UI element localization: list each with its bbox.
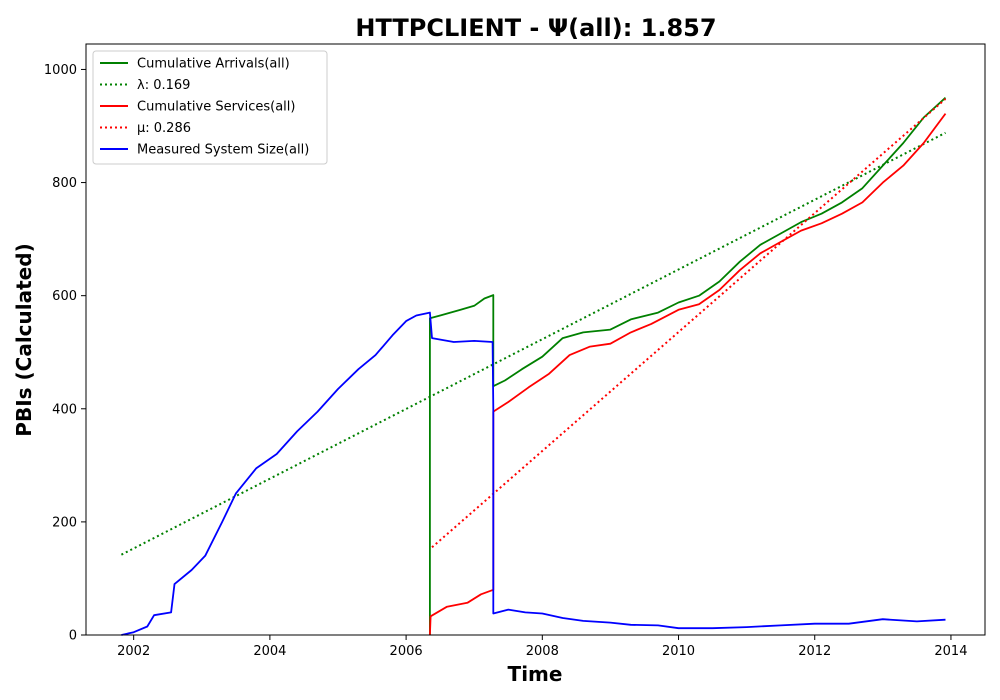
y-tick-label: 400 bbox=[52, 402, 77, 417]
y-tick-label: 1000 bbox=[44, 63, 77, 78]
y-axis-ticks: 0 200 400 600 800 1000 bbox=[44, 63, 86, 644]
x-tick-label: 2008 bbox=[526, 644, 559, 659]
series-line-0 bbox=[428, 97, 947, 635]
x-tick-label: 2014 bbox=[934, 644, 967, 659]
plot-frame bbox=[85, 43, 986, 636]
plot-series bbox=[120, 97, 947, 636]
x-tick-label: 2004 bbox=[253, 644, 286, 659]
x-tick-label: 2006 bbox=[390, 644, 423, 659]
chart-title: HTTPCLIENT - Ψ(all): 1.857 bbox=[355, 14, 716, 42]
series-line-4 bbox=[121, 311, 946, 636]
x-tick-label: 2012 bbox=[798, 644, 831, 659]
y-axis-title: PBIs (Calculated) bbox=[12, 243, 36, 436]
x-tick-label: 2002 bbox=[117, 644, 150, 659]
y-tick-label: 600 bbox=[52, 289, 77, 304]
y-tick-label: 0 bbox=[69, 629, 77, 644]
series-line-2 bbox=[429, 113, 947, 636]
legend-box bbox=[92, 50, 328, 165]
legend-label: μ: 0.286 bbox=[137, 121, 191, 136]
legend-label: λ: 0.169 bbox=[137, 78, 190, 93]
x-axis-title: Time bbox=[508, 662, 563, 686]
y-tick-label: 200 bbox=[52, 515, 77, 530]
legend-label: Measured System Size(all) bbox=[137, 143, 309, 158]
legend-label: Cumulative Arrivals(all) bbox=[137, 57, 290, 72]
x-tick-label: 2010 bbox=[662, 644, 695, 659]
series-line-3 bbox=[431, 98, 947, 549]
legend-label: Cumulative Services(all) bbox=[137, 100, 295, 115]
y-tick-label: 800 bbox=[52, 176, 77, 191]
series-line-1 bbox=[120, 131, 946, 556]
x-axis-ticks: 2002 2004 2006 2008 2010 2012 2014 bbox=[117, 635, 967, 659]
legend: Cumulative Arrivals(all) λ: 0.169 Cumulati… bbox=[92, 50, 328, 165]
